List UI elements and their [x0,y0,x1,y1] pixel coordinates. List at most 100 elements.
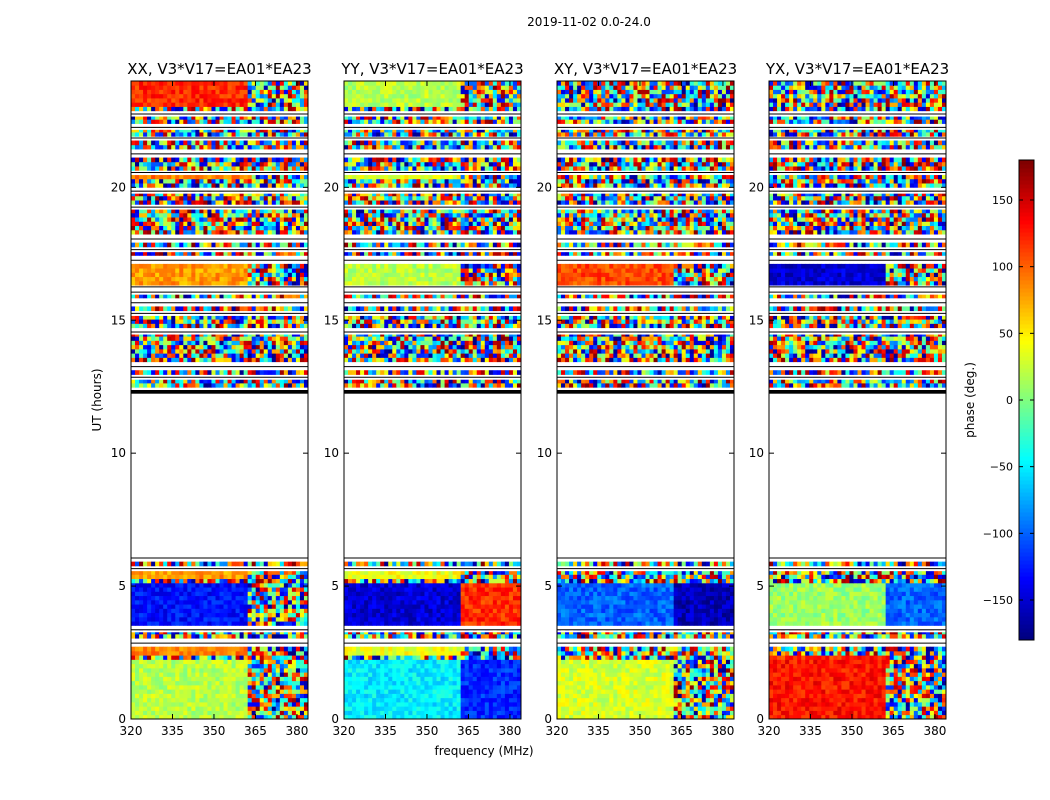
heatmap-cell [468,701,474,707]
heatmap-cell [235,693,241,699]
heatmap-cell [151,353,156,358]
heatmap-cell [432,655,437,660]
heatmap-cell [231,251,236,256]
heatmap-cell [175,157,180,163]
heatmap-cell [259,115,265,120]
heatmap-cell [376,587,381,592]
heatmap-cell [191,591,196,597]
heatmap-cell [259,348,265,354]
heatmap-cell [420,650,425,656]
heatmap-cell [187,604,192,609]
heatmap-cell [416,659,421,665]
heatmap-cell [235,293,241,299]
heatmap-cell [159,680,164,686]
heatmap-cell [239,89,245,95]
heatmap-cell [251,570,257,575]
heatmap-cell [239,591,245,597]
heatmap-cell [211,314,216,320]
heatmap-cell [444,689,449,694]
heatmap-cell [207,323,212,329]
heatmap-cell [175,650,180,656]
heatmap-cell [163,608,168,614]
heatmap-cell [203,587,208,592]
heatmap-cell [135,314,140,320]
heatmap-cell [163,183,168,188]
heatmap-cell [259,314,265,320]
heatmap-cell [299,582,305,588]
heatmap-cell [448,646,454,652]
heatmap-cell [211,570,216,575]
heatmap-cell [219,659,224,665]
heatmap-cell [159,263,164,269]
heatmap-cell [299,680,305,686]
heatmap-cell [227,106,232,112]
heatmap-cell [295,604,301,609]
heatmap-cell [267,200,273,205]
heatmap-cell [179,370,184,375]
heatmap-cell [372,667,377,673]
heatmap-cell [271,714,277,720]
heatmap-cell [283,697,289,703]
heatmap-cell [171,582,176,588]
heatmap-cell [131,208,136,214]
heatmap-cell [211,140,216,146]
heatmap-cell [352,659,357,665]
heatmap-cell [488,621,494,626]
heatmap-cell [299,561,305,567]
heatmap-cell [356,612,361,618]
heatmap-cell [243,710,249,716]
heatmap-cell [255,587,261,592]
heatmap-cell [352,714,357,720]
heatmap-cell [295,595,301,601]
heatmap-cell [175,672,180,677]
heatmap-cell [508,706,514,711]
heatmap-cell [464,706,470,711]
heatmap-cell [227,314,232,320]
heatmap-cell [484,616,490,622]
heatmap-cell [139,81,144,86]
heatmap-cell [139,217,144,222]
heatmap-cell [412,684,417,690]
heatmap-cell [416,616,421,622]
heatmap-cell [263,344,269,350]
heatmap-cell [303,178,309,184]
heatmap-cell [163,276,168,282]
heatmap-cell [215,587,220,592]
heatmap-cell [175,714,180,720]
heatmap-cell [295,616,301,622]
heatmap-cell [143,314,148,320]
heatmap-cell [171,191,176,197]
heatmap-cell [360,595,365,601]
heatmap-cell [195,81,200,86]
heatmap-cell [283,676,289,682]
heatmap-cell [175,98,180,103]
heatmap-cell [251,663,257,669]
heatmap-cell [215,663,220,669]
heatmap-cell [163,693,168,699]
heatmap-cell [287,178,293,184]
heatmap-cell [167,659,172,665]
heatmap-cell [432,701,437,707]
heatmap-cell [159,212,164,218]
heatmap-cell [171,166,176,171]
heatmap-cell [223,93,228,99]
heatmap-cell [187,81,192,86]
heatmap-cell [235,268,241,273]
heatmap-cell [384,680,389,686]
heatmap-cell [299,706,305,711]
heatmap-cell [287,183,293,188]
heatmap-cell [420,599,425,605]
heatmap-cell [143,336,148,341]
heatmap-cell [259,574,265,580]
heatmap-cell [191,646,196,652]
heatmap-cell [143,650,148,656]
heatmap-cell [179,616,184,622]
heatmap-cell [279,344,285,350]
heatmap-cell [191,208,196,214]
heatmap-cell [175,684,180,690]
heatmap-cell [251,676,257,682]
heatmap-cell [223,574,228,580]
heatmap-cell [364,616,369,622]
heatmap-cell [392,604,397,609]
heatmap-cell [243,85,249,90]
